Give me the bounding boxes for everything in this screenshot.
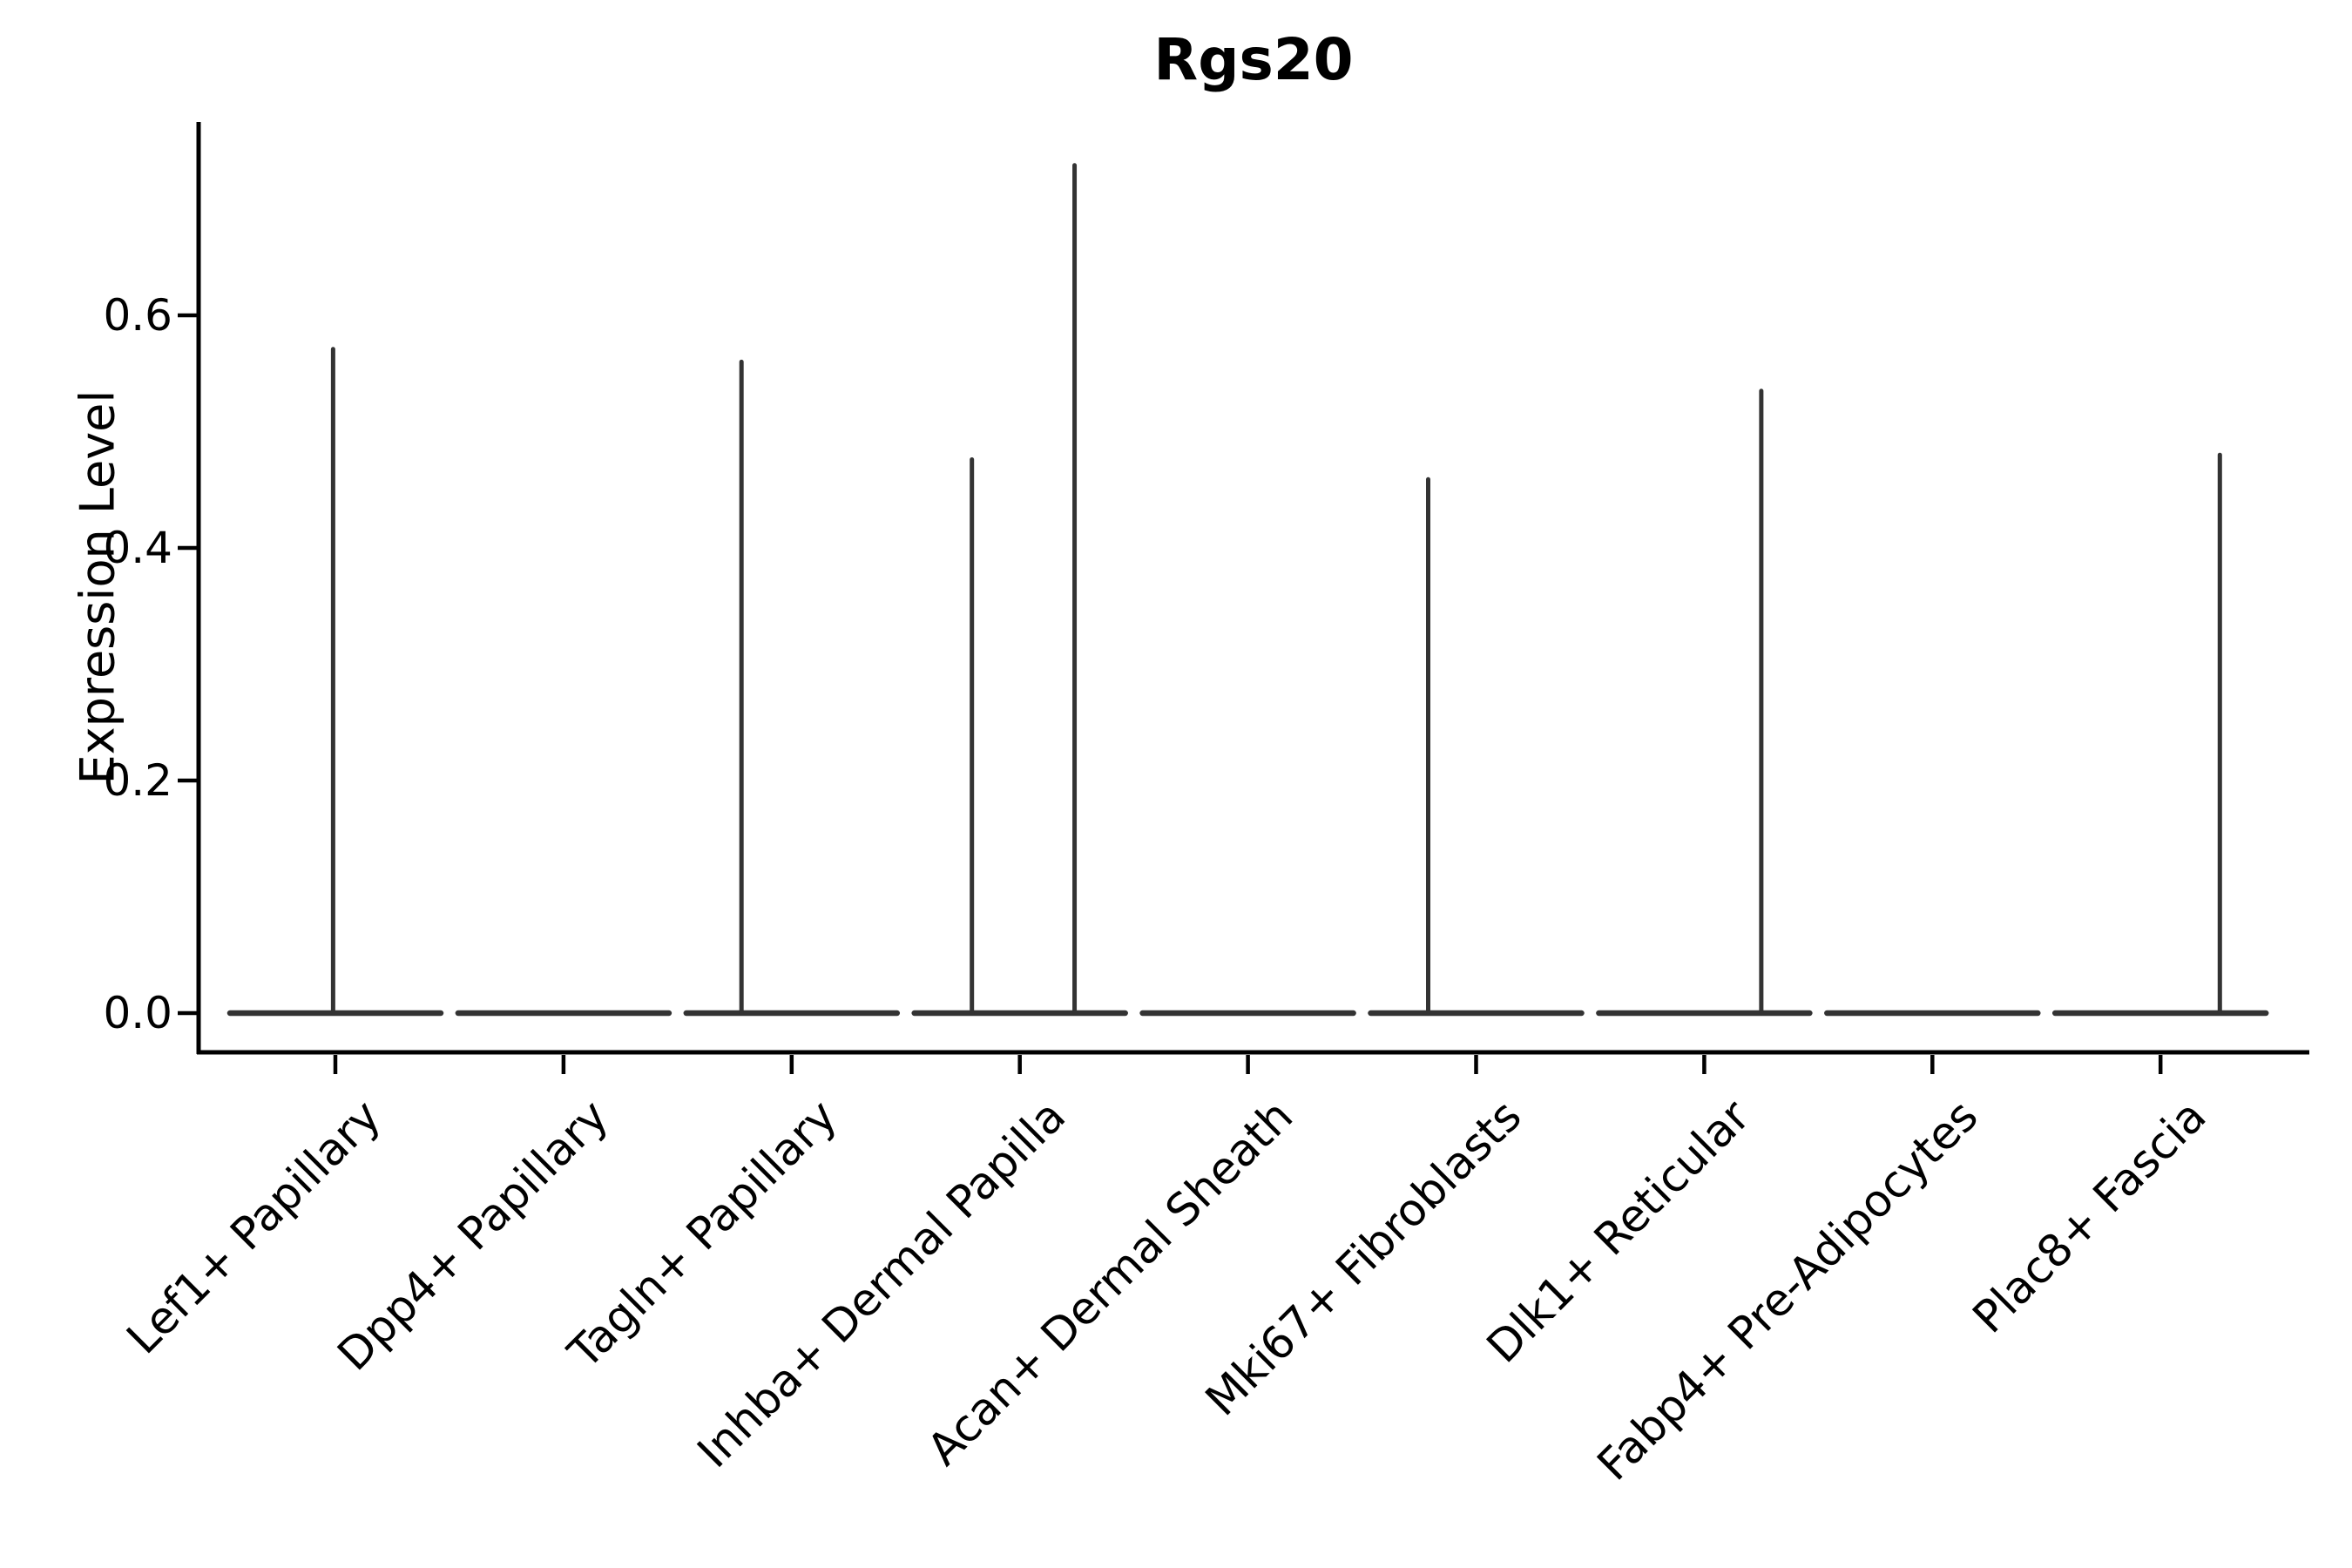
y-tick-label: 0.6 bbox=[103, 290, 172, 341]
y-tick-label: 0.4 bbox=[103, 523, 172, 573]
y-axis-label: Expression Level bbox=[70, 389, 125, 785]
y-tick-label: 0.0 bbox=[103, 988, 172, 1038]
y-tick-label: 0.2 bbox=[103, 755, 172, 806]
chart-title: Rgs20 bbox=[1153, 26, 1354, 93]
